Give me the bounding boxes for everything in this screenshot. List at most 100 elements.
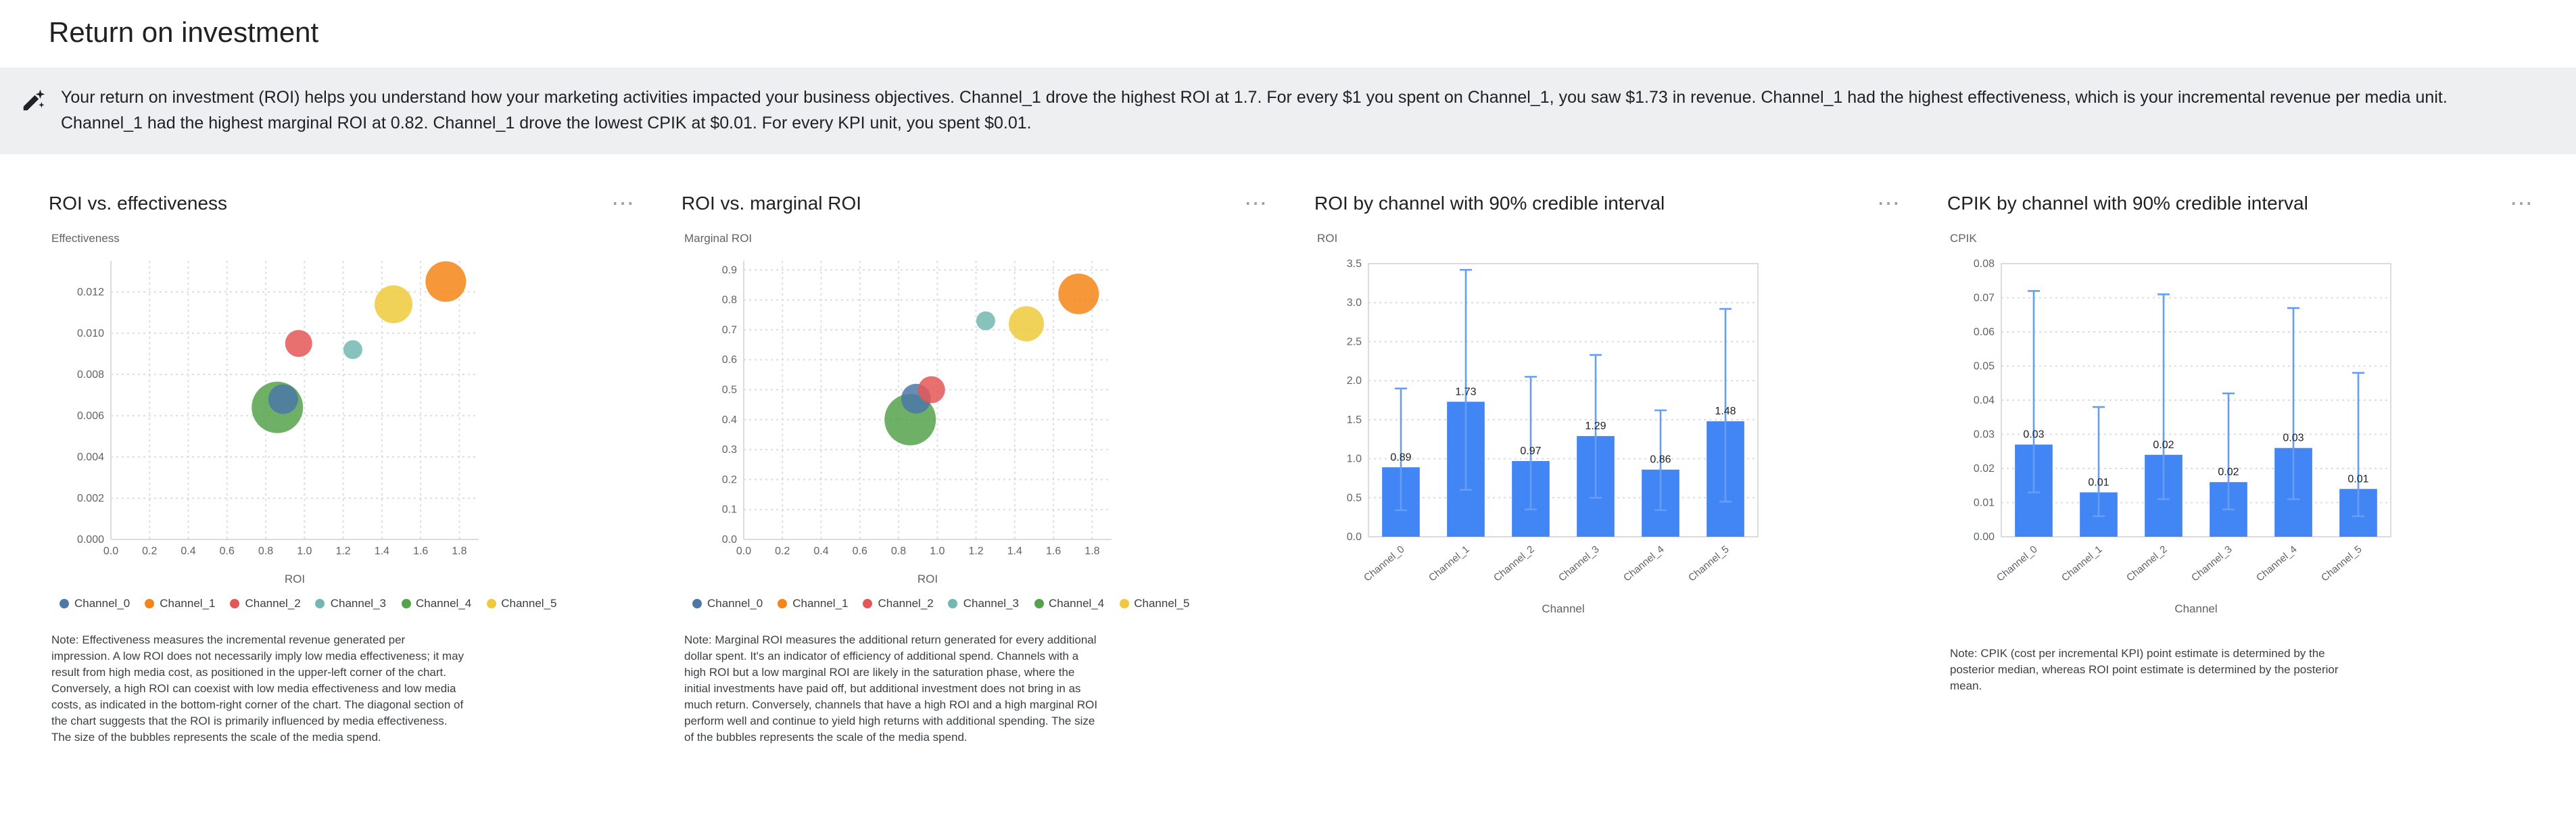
more-options-icon[interactable]: ⋯: [1244, 190, 1268, 216]
y-tick-label: 2.0: [1347, 375, 1362, 387]
y-tick-label: 3.5: [1347, 258, 1362, 270]
legend-dot: [948, 598, 958, 608]
y-axis-label: Marginal ROI: [684, 231, 753, 245]
y-tick-label: 0.0: [1347, 531, 1362, 543]
legend-item-Channel_4: Channel_4: [401, 596, 471, 610]
legend-dot: [145, 598, 155, 608]
bar-value-label: 0.02: [2218, 466, 2239, 478]
y-tick-label: 0.06: [1974, 327, 1995, 338]
bar-value-label: 0.03: [2283, 433, 2304, 444]
bubble-Channel_1: [425, 261, 467, 302]
legend-dot: [315, 598, 325, 608]
y-tick-label: 0.4: [722, 414, 737, 426]
page-title: Return on investment: [49, 18, 319, 49]
insight-banner: Your return on investment (ROI) helps yo…: [0, 68, 2576, 153]
more-options-icon[interactable]: ⋯: [2510, 190, 2534, 216]
bar-value-label: 0.01: [2347, 473, 2368, 485]
x-tick-label: Channel_5: [2319, 543, 2364, 584]
bar-value-label: 0.89: [1390, 452, 1411, 463]
chart-card-roi-vs-marginal-roi: ROI vs. marginal ROI ⋯ Marginal ROI 0.0 0.2 0…: [682, 191, 1277, 746]
x-tick-label: Channel_1: [2059, 543, 2105, 584]
chart-title: ROI vs. effectiveness: [49, 191, 228, 213]
bubble-Channel_5: [1009, 306, 1045, 342]
x-tick-label: Channel_2: [2124, 543, 2170, 584]
x-tick-label: 0.6: [853, 546, 867, 557]
roi-vs-marginal-roi-plot: 0.0 0.2 0.4 0.6 0.8 1.0 1.2 1.4 1.6 1.8 0.0 0.1 0.2 0…: [722, 261, 1112, 585]
x-tick-label: 1.0: [297, 546, 312, 557]
legend-dot: [59, 598, 69, 608]
legend-item-Channel_0: Channel_0: [59, 596, 130, 610]
y-tick-label: 0.08: [1974, 258, 1995, 270]
bar-value-label: 0.01: [2088, 477, 2109, 489]
y-tick-label: 0.002: [77, 493, 104, 504]
chart-card-roi-by-channel: ROI by channel with 90% credible interva…: [1314, 191, 1909, 623]
legend-dot: [401, 598, 410, 608]
y-tick-label: 0.0: [722, 534, 737, 546]
y-tick-label: 0.00: [1974, 531, 1995, 543]
bubble-Channel_3: [976, 311, 995, 331]
x-tick-label: Channel_3: [1556, 543, 1602, 584]
legend-label: Channel_3: [963, 596, 1019, 610]
legend-label: Channel_2: [245, 596, 301, 610]
x-tick-label: 0.2: [142, 546, 157, 557]
charts-row: ROI vs. effectiveness ⋯ Effectiveness 0.0 0.…: [0, 153, 2576, 746]
y-tick-label: 0.004: [77, 452, 104, 463]
bar-value-label: 0.03: [2023, 429, 2044, 441]
legend-item-Channel_2: Channel_2: [863, 596, 934, 610]
x-axis-title: ROI: [917, 573, 938, 585]
y-tick-label: 0.8: [722, 295, 737, 306]
legend-label: Channel_4: [416, 596, 472, 610]
x-tick-label: Channel_3: [2189, 543, 2235, 584]
x-tick-label: Channel_1: [1427, 543, 1472, 584]
x-tick-label: 0.0: [736, 546, 751, 557]
x-tick-label: 1.2: [335, 546, 350, 557]
y-tick-label: 0.02: [1974, 463, 1995, 475]
x-tick-label: 1.4: [375, 546, 389, 557]
x-tick-label: Channel_4: [2254, 543, 2299, 584]
bubble-Channel_1: [1058, 273, 1099, 314]
plot-border: [1368, 263, 1759, 538]
legend-label: Channel_0: [707, 596, 763, 610]
y-tick-label: 2.5: [1347, 337, 1362, 348]
y-tick-label: 3.0: [1347, 297, 1362, 309]
bar-value-label: 0.02: [2153, 439, 2174, 451]
plot-border: [2001, 263, 2391, 538]
bubble-Channel_2: [285, 330, 312, 358]
legend-dot: [778, 598, 788, 608]
y-axis-label: Effectiveness: [51, 231, 120, 245]
y-tick-label: 0.010: [77, 328, 104, 339]
legend-label: Channel_4: [1049, 596, 1105, 610]
chart-title: ROI vs. marginal ROI: [682, 191, 862, 213]
y-tick-label: 0.000: [77, 534, 104, 546]
more-options-icon[interactable]: ⋯: [1877, 190, 1901, 216]
bar-value-label: 0.86: [1650, 454, 1671, 466]
chart-card-cpik-by-channel: CPIK by channel with 90% credible interv…: [1947, 191, 2542, 694]
legend-item-Channel_0: Channel_0: [692, 596, 763, 610]
bar-value-label: 0.97: [1520, 445, 1541, 457]
x-tick-label: 1.6: [413, 546, 428, 557]
x-tick-label: 1.8: [1084, 546, 1099, 557]
y-tick-label: 0.9: [722, 264, 737, 276]
y-tick-label: 0.012: [77, 287, 104, 298]
y-tick-label: 0.1: [722, 504, 737, 516]
legend-label: Channel_1: [792, 596, 849, 610]
y-tick-label: 0.2: [722, 475, 737, 486]
legend-item-Channel_2: Channel_2: [230, 596, 301, 610]
legend-dot: [230, 598, 240, 608]
legend-label: Channel_1: [160, 596, 216, 610]
legend-item-Channel_3: Channel_3: [948, 596, 1019, 610]
legend-item-Channel_5: Channel_5: [1119, 596, 1190, 610]
legend-label: Channel_0: [74, 596, 130, 610]
bubble-Channel_5: [375, 285, 413, 324]
x-tick-label: Channel_5: [1686, 543, 1732, 584]
legend-item-Channel_3: Channel_3: [315, 596, 386, 610]
legend-item-Channel_1: Channel_1: [145, 596, 216, 610]
legend-dot: [863, 598, 873, 608]
legend-dot: [1119, 598, 1129, 608]
x-tick-label: 0.4: [813, 546, 828, 557]
more-options-icon[interactable]: ⋯: [611, 190, 636, 216]
legend-item-Channel_1: Channel_1: [778, 596, 849, 610]
x-tick-label: Channel_0: [1362, 543, 1407, 584]
x-tick-label: 1.6: [1046, 546, 1061, 557]
x-tick-label: 1.0: [930, 546, 945, 557]
